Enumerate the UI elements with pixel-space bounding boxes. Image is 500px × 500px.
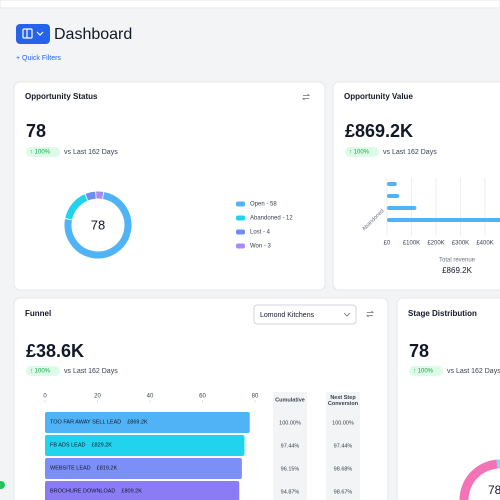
donut-segment: [85, 191, 96, 201]
page-title: Dashboard: [54, 26, 132, 43]
settings-icon[interactable]: [366, 310, 374, 318]
legend-swatch: [236, 229, 245, 235]
column-header: Cumulative: [275, 397, 305, 403]
stage-amount: £869.2K: [127, 420, 148, 426]
bar: [387, 194, 400, 198]
bar: [387, 218, 500, 222]
change-badge: [26, 366, 60, 376]
column-bg: [273, 392, 307, 500]
metric-value: £869.2K: [345, 121, 413, 141]
funnel-bar: [45, 412, 250, 433]
status-dot: [0, 481, 5, 489]
comparison: vs Last 162 Days: [447, 368, 500, 375]
bar-label: FB ADS LEAD £829.2K: [50, 443, 112, 449]
change: ↑ 100%: [30, 150, 51, 156]
legend-swatch: [236, 215, 245, 221]
x-tick-label: 60: [199, 394, 206, 400]
total-label: Total revenue: [439, 258, 476, 264]
bar: [387, 206, 417, 210]
table-cell: 97.44%: [334, 443, 353, 449]
table-cell: 100.00%: [279, 420, 301, 426]
stage-amount: £829.2K: [91, 443, 112, 449]
x-tick-label: £300K: [452, 241, 469, 247]
card: [13, 81, 326, 291]
dropdown-value: Lomond Kitchens: [260, 312, 315, 319]
funnel-bar: [45, 435, 245, 456]
change-badge: [26, 147, 60, 157]
x-tick-label: 20: [94, 394, 101, 400]
legend-label: Open - 58: [250, 202, 277, 208]
x-tick-label: £100K: [403, 241, 420, 247]
table-cell: 98.68%: [334, 466, 353, 472]
metric-value: 78: [409, 341, 429, 361]
legend-label: Abandoned - 12: [250, 216, 293, 222]
x-tick-label: 0: [43, 394, 47, 400]
bar-label: BROCHURE DOWNLOAD £809.2K: [50, 489, 142, 495]
comparison: vs Last 162 Days: [64, 368, 118, 375]
legend-swatch: [236, 201, 245, 207]
stage-amount: £819.2K: [97, 466, 118, 472]
table-cell: 94.87%: [281, 489, 300, 495]
layout-button[interactable]: [16, 24, 50, 44]
stage-name: WEBSITE LEAD: [50, 466, 91, 472]
card: [396, 297, 500, 500]
table-cell: 96.15%: [281, 466, 300, 472]
table-cell: 97.44%: [281, 443, 300, 449]
chevron: [36, 31, 44, 36]
metric-value: 78: [26, 121, 46, 141]
x-tick-label: £0: [384, 241, 391, 247]
table-cell: 100.00%: [332, 420, 354, 426]
dropdown[interactable]: [253, 304, 357, 325]
stage-name: FB ADS LEAD: [50, 443, 85, 449]
card-title: Funnel: [25, 309, 51, 318]
donut-center: 78: [488, 483, 500, 497]
x-tick-label: £400K: [476, 241, 493, 247]
donut-segment: [64, 192, 132, 259]
change-badge: [409, 366, 443, 376]
bar: [387, 182, 397, 186]
quick-filters[interactable]: + Quick Filters: [16, 55, 61, 62]
bar-label: WEBSITE LEAD £819.2K: [50, 466, 117, 472]
column-header: Next Step Conversion: [327, 395, 359, 407]
x-tick-label: £200K: [427, 241, 444, 247]
card: [332, 81, 500, 291]
change: ↑ 100%: [413, 369, 434, 375]
legend-swatch: [236, 243, 245, 249]
table-cell: 98.67%: [334, 489, 353, 495]
donut-segment: [65, 194, 88, 220]
bar-label: TOO FAR AWAY SELL LEAD £869.2K: [50, 420, 148, 426]
donut-segment: [496, 459, 500, 469]
metric-value: £38.6K: [26, 341, 84, 361]
change: ↑ 100%: [349, 150, 370, 156]
card-title: Opportunity Value: [344, 92, 413, 101]
stage-amount: £809.2K: [121, 489, 142, 495]
stage-name: TOO FAR AWAY SELL LEAD: [50, 420, 121, 426]
comparison: vs Last 162 Days: [64, 149, 118, 156]
top-bar: [0, 0, 500, 9]
legend-label: Won - 3: [250, 244, 272, 250]
column-bg: [326, 392, 360, 500]
card-title: Stage Distribution: [408, 309, 477, 318]
card-title: Opportunity Status: [25, 92, 98, 101]
comparison: vs Last 162 Days: [383, 149, 437, 156]
change-badge: [345, 147, 379, 157]
donut-segment: [459, 459, 500, 500]
stage-name: BROCHURE DOWNLOAD: [50, 489, 115, 495]
x-tick-label: 80: [252, 394, 259, 400]
legend-label: Lost - 4: [250, 230, 271, 236]
x-tick-label: 40: [147, 394, 154, 400]
chevron: [343, 312, 351, 317]
funnel-bar: [45, 458, 242, 479]
change: ↑ 100%: [30, 369, 51, 375]
funnel-bar: [45, 481, 240, 500]
settings-icon[interactable]: [302, 93, 310, 101]
donut-center: 78: [91, 217, 105, 232]
total-value: £869.2K: [442, 266, 472, 275]
